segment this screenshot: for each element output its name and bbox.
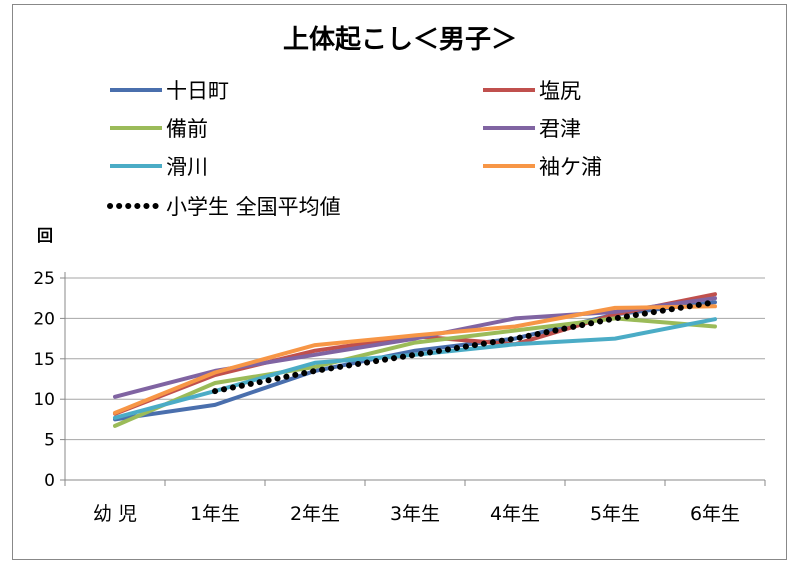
chart-title: 上体起こし＜男子＞: [283, 25, 517, 55]
x-tick-label: 3年生: [390, 503, 440, 525]
y-axis-label: 回: [37, 226, 53, 245]
gridlines: [65, 277, 765, 441]
legend-label: 小学生 全国平均値: [166, 195, 341, 219]
series-layer: [113, 292, 718, 428]
chart-frame: [12, 4, 787, 560]
y-tick-label: 25: [33, 269, 55, 289]
legend-label: 袖ケ浦: [539, 155, 602, 179]
x-tick-label: 1年生: [190, 503, 240, 525]
legend-label: 十日町: [166, 79, 229, 103]
axes: 0 5 10 15 20 25 幼 児 1年生 2年生 3年生 4年生 5年生 6年生: [33, 269, 766, 525]
y-tick-label: 5: [44, 431, 55, 451]
series-line: [113, 304, 717, 415]
legend-label: 滑川: [166, 155, 208, 179]
legend-label: 塩尻: [539, 79, 581, 103]
x-tick-label: 5年生: [590, 503, 640, 525]
legend-label: 君津: [539, 117, 581, 141]
y-tick-label: 15: [33, 350, 55, 370]
series-line: [212, 299, 718, 395]
x-tick-label: 2年生: [290, 503, 340, 525]
y-tick-label: 20: [33, 309, 55, 329]
y-tick-label: 0: [44, 471, 55, 491]
x-tick-label: 幼 児: [93, 503, 137, 525]
legend-label: 備前: [166, 117, 208, 141]
x-tick-label: 6年生: [690, 503, 740, 525]
x-tick-label: 4年生: [490, 503, 540, 525]
y-tick-label: 10: [33, 390, 55, 410]
